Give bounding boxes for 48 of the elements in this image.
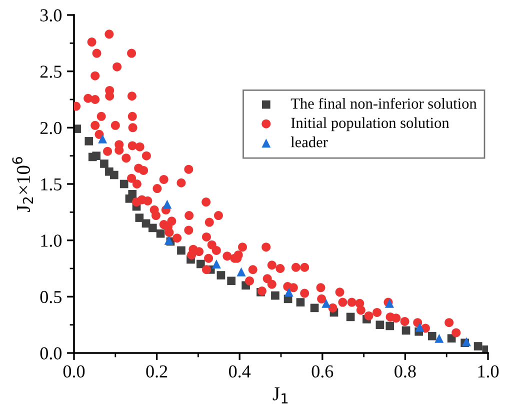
y-tick-label: 0.5: [40, 290, 62, 304]
y-tick-label: 0.0: [40, 347, 62, 360]
x-tick-label: 1.0: [478, 365, 499, 378]
y-tick-label: 2.5: [40, 66, 62, 78]
point: [98, 134, 108, 144]
point: [434, 334, 444, 343]
point: [402, 326, 410, 335]
point: [110, 170, 118, 180]
point: [120, 180, 128, 188]
x-axis-title: J$_{1}$: [272, 387, 288, 404]
point: [296, 298, 305, 306]
point: [310, 304, 319, 312]
point: [346, 312, 355, 322]
point: [196, 260, 205, 268]
point: [128, 190, 137, 198]
legend-label: leader: [290, 136, 328, 148]
point: [135, 214, 144, 222]
point: [236, 267, 246, 276]
point: [156, 229, 165, 238]
x-tick-label: 0.4: [229, 365, 251, 378]
point: [322, 298, 331, 308]
point: [92, 152, 101, 160]
point: [227, 276, 236, 286]
legend-label: The final non-inferior solution: [290, 98, 477, 109]
point: [271, 291, 280, 300]
y-tick-label: 2.0: [40, 122, 62, 134]
point: [386, 322, 394, 330]
x-tick-label: 0.0: [63, 365, 85, 378]
point: [415, 322, 424, 332]
y-axis-title: J$_{2}$×10$^{6}$: [12, 157, 33, 212]
point: [212, 259, 221, 268]
point: [474, 342, 482, 350]
legend-label: Initial population solution: [291, 117, 450, 132]
point: [428, 332, 436, 340]
point: [148, 224, 157, 232]
point: [162, 200, 172, 209]
y-tick-label: 3.0: [40, 9, 62, 22]
x-tick-label: 0.2: [146, 365, 168, 378]
x-tick-label: 0.6: [312, 365, 334, 378]
x-tick-label: 0.8: [394, 365, 416, 378]
point: [100, 160, 108, 168]
point: [216, 271, 226, 280]
point: [376, 320, 384, 329]
point: [84, 137, 94, 146]
y-tick-label: 1.5: [41, 178, 62, 191]
y-tick-label: 1.0: [41, 234, 62, 247]
point: [284, 288, 294, 297]
point: [177, 246, 186, 255]
